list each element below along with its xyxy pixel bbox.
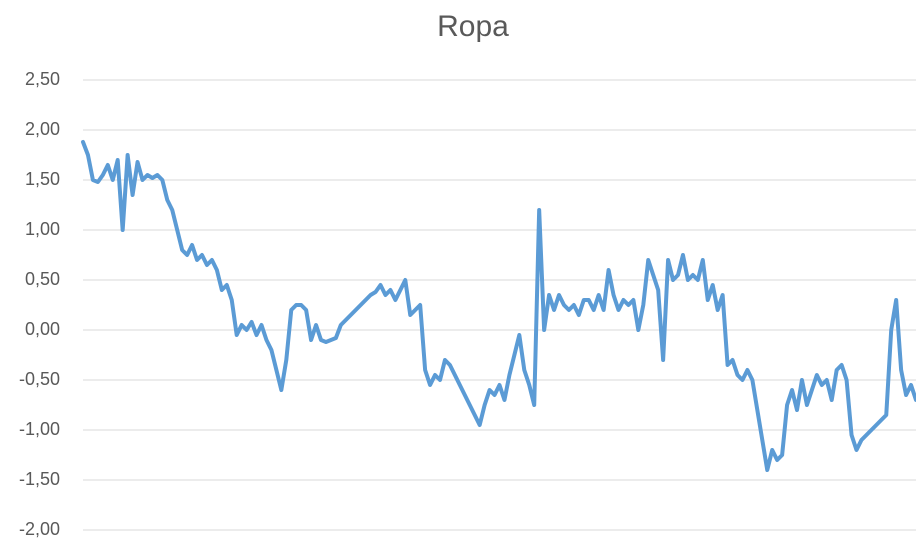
y-tick-label: -0,50 <box>19 369 60 389</box>
y-tick-label: 2,50 <box>25 69 60 89</box>
y-tick-label: 2,00 <box>25 119 60 139</box>
chart-title: Ropa <box>437 10 509 43</box>
y-tick-label: 0,50 <box>25 269 60 289</box>
y-tick-label: -1,50 <box>19 469 60 489</box>
y-tick-label: 1,50 <box>25 169 60 189</box>
line <box>81 140 916 472</box>
y-tick-label: -2,00 <box>19 519 60 538</box>
y-tick-label: 0,00 <box>25 319 60 339</box>
y-tick-label: -1,00 <box>19 419 60 439</box>
y-tick-label: 1,00 <box>25 219 60 239</box>
